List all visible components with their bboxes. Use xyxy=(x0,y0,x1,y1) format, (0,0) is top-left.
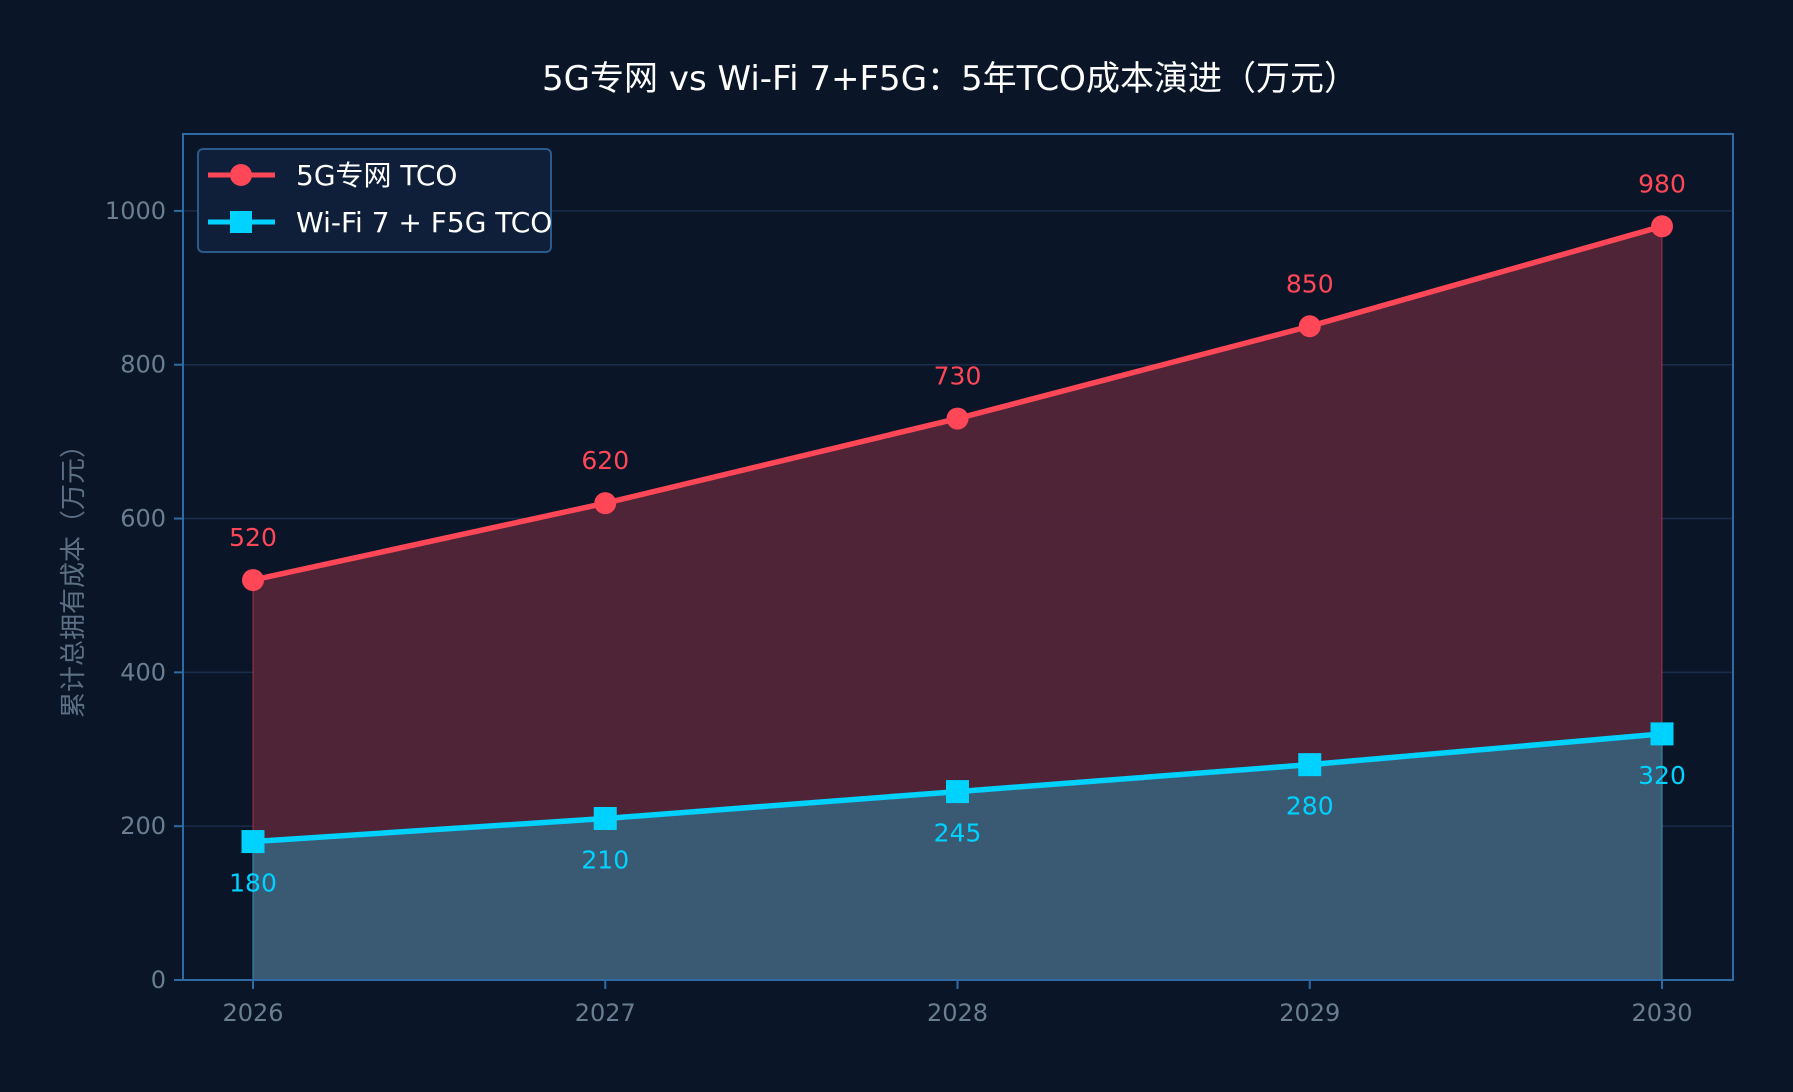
axis-layer: 0 200 400 600 800 1000 2026 2027 2028 2029 2030 xyxy=(105,133,1734,1027)
x-tick-label: 2028 xyxy=(927,999,988,1027)
marker-layer xyxy=(241,215,1674,854)
data-point-marker[interactable] xyxy=(1298,315,1321,338)
legend[interactable]: 5G专网 TCO Wi-Fi 7 + F5G TCO xyxy=(197,148,552,253)
y-tick-label: 600 xyxy=(120,505,166,533)
legend-item-5g[interactable]: 5G专网 TCO xyxy=(208,159,457,192)
data-label-layer: 520 620 730 850 980 180 210 245 280 320 xyxy=(229,169,1686,897)
data-point-marker[interactable] xyxy=(1651,215,1673,238)
legend-box xyxy=(197,148,552,253)
legend-label-wifi: Wi-Fi 7 + F5G TCO xyxy=(296,206,552,239)
data-label: 210 xyxy=(581,845,629,874)
y-tick-label: 0 xyxy=(151,966,166,994)
data-label: 980 xyxy=(1638,169,1686,198)
y-tick-label: 800 xyxy=(120,351,166,379)
data-point-marker[interactable] xyxy=(946,780,969,804)
data-label: 320 xyxy=(1638,761,1686,790)
area-fill-layer xyxy=(252,225,1663,981)
x-tick-label: 2026 xyxy=(222,999,283,1027)
data-point-marker[interactable] xyxy=(593,806,617,830)
y-tick-label: 200 xyxy=(120,812,166,840)
data-point-marker[interactable] xyxy=(946,407,969,430)
data-point-marker[interactable] xyxy=(242,569,264,592)
y-tick-label: 400 xyxy=(120,658,166,686)
x-tick-label: 2030 xyxy=(1631,999,1692,1027)
chart-title: 5G专网 vs Wi-Fi 7+F5G：5年TCO成本演进（万元） xyxy=(542,59,1358,99)
y-axis-label: 累计总拥有成本（万元） xyxy=(59,432,89,718)
data-label: 730 xyxy=(934,362,982,391)
data-point-marker[interactable] xyxy=(1650,722,1674,746)
x-tick-label: 2027 xyxy=(575,999,636,1027)
legend-label-5g: 5G专网 TCO xyxy=(296,159,457,192)
x-tick-label: 2029 xyxy=(1279,999,1340,1027)
data-label: 850 xyxy=(1286,269,1334,298)
data-point-marker[interactable] xyxy=(594,492,617,515)
data-label: 620 xyxy=(581,446,629,475)
data-label: 280 xyxy=(1286,792,1334,821)
legend-square-marker-icon xyxy=(230,211,252,233)
data-point-marker[interactable] xyxy=(241,830,265,854)
legend-item-wifi[interactable]: Wi-Fi 7 + F5G TCO xyxy=(208,206,552,239)
data-label: 245 xyxy=(934,819,982,848)
y-tick-label: 1000 xyxy=(105,197,166,225)
data-label: 520 xyxy=(229,523,277,552)
data-label: 180 xyxy=(229,869,277,898)
legend-circle-marker-icon xyxy=(230,164,252,186)
data-point-marker[interactable] xyxy=(1298,753,1322,777)
